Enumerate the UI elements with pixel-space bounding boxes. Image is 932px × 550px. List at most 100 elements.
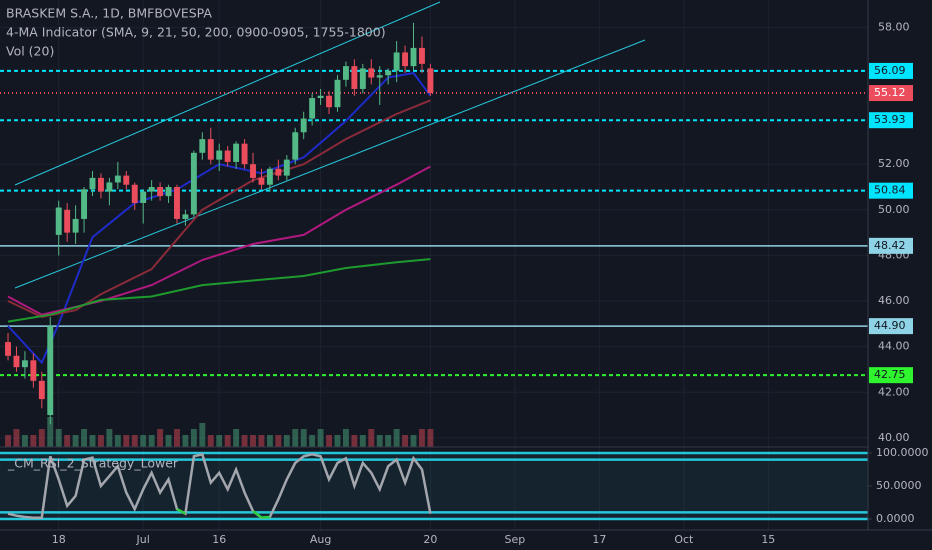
chart-title: BRASKEM S.A., 1D, BMFBOVESPA: [6, 6, 212, 21]
candle-body: [131, 184, 138, 203]
candle-body: [5, 342, 11, 356]
level-label-bg: [869, 112, 913, 129]
volume-bar: [275, 435, 282, 447]
volume-bar: [359, 435, 366, 447]
candle-body: [216, 150, 223, 160]
y-tick-label: 100.0000: [876, 446, 929, 459]
volume-bar: [241, 435, 248, 447]
candle-body: [47, 326, 54, 416]
candle-body: [157, 187, 164, 197]
volume-bar: [266, 435, 273, 447]
volume-bar: [342, 429, 349, 447]
candle-body: [38, 380, 45, 400]
level-label-bg: [869, 237, 913, 254]
volume-bar: [292, 429, 299, 447]
x-tick-label: Oct: [674, 533, 694, 546]
x-tick-label: Jul: [136, 533, 150, 546]
oscillator-line: [7, 452, 432, 519]
axes: 58.0052.0050.0048.0046.0044.0042.0040.00…: [52, 20, 929, 546]
candle-body: [190, 152, 197, 215]
candle-body: [81, 189, 88, 219]
candle-body: [182, 214, 189, 219]
volume-bar: [326, 435, 332, 447]
candle-body: [224, 150, 231, 162]
y-tick-label: 58.00: [878, 20, 910, 33]
candle-body: [419, 47, 425, 64]
volume-bar: [47, 417, 54, 447]
volume-bar: [131, 435, 138, 447]
candle-body: [114, 175, 121, 183]
x-tick-label: 20: [423, 533, 437, 546]
grid: [0, 0, 868, 530]
volume-bar: [283, 435, 290, 447]
candle-body: [351, 66, 358, 89]
volume-bar: [182, 435, 189, 447]
oscillator-oversold: [176, 507, 187, 515]
x-tick-label: Aug: [310, 533, 331, 546]
level-label-bg: [869, 85, 913, 102]
level-label: 53.93: [874, 113, 906, 126]
candle-body: [207, 139, 214, 160]
volume-bar: [376, 435, 383, 447]
volume-bar: [385, 435, 392, 447]
candle-body: [402, 52, 409, 67]
volume-bar: [250, 435, 256, 447]
x-tick-label: 18: [52, 533, 66, 546]
x-tick-label: Sep: [505, 533, 526, 546]
candle-body: [97, 177, 104, 192]
volume-bar: [199, 423, 206, 447]
candle-body: [317, 95, 324, 99]
volume-bar: [106, 429, 113, 447]
candle-body: [275, 168, 282, 176]
volume-bar: [410, 435, 417, 447]
oscillator-oversold: [261, 515, 271, 519]
y-tick-label: 50.00: [878, 203, 910, 216]
level-label: 44.90: [874, 319, 906, 332]
volume-bar: [334, 435, 341, 447]
candle-body: [376, 75, 383, 78]
volume-bar: [5, 435, 11, 447]
volume-bar: [317, 429, 324, 447]
candle-body: [89, 177, 96, 190]
volume-bar: [140, 435, 147, 447]
candle-body: [334, 79, 341, 108]
level-label: 42.75: [874, 368, 906, 381]
trend-line: [14, 39, 646, 289]
level-label-bg: [869, 318, 913, 335]
volume-bar: [72, 435, 79, 447]
candle-body: [106, 182, 113, 192]
y-tick-label: 44.00: [878, 340, 910, 353]
volume-bar: [216, 435, 223, 447]
volume-bar: [89, 435, 96, 447]
volume-bar: [38, 429, 45, 447]
volume-bar: [97, 435, 104, 447]
volume-title: Vol (20): [6, 44, 54, 59]
volume-bar: [81, 429, 88, 447]
volume-bar: [402, 435, 409, 447]
candle-body: [393, 52, 400, 71]
volume-bar: [233, 429, 240, 447]
level-label: 55.12: [874, 86, 906, 99]
level-label: 48.42: [874, 239, 906, 252]
candle-body: [148, 187, 155, 192]
candle-body: [342, 66, 349, 80]
y-tick-label: 40.00: [878, 431, 910, 444]
candle-body: [233, 143, 240, 162]
volume-bar: [207, 435, 214, 447]
volume-bar: [55, 429, 62, 447]
volume-bar: [309, 435, 316, 447]
level-label: 56.09: [874, 64, 906, 77]
candle-body: [359, 68, 366, 89]
volume-bar: [300, 429, 307, 447]
candle-body: [13, 355, 20, 368]
candle-body: [174, 187, 180, 219]
x-tick-label: 17: [592, 533, 606, 546]
candle-body: [427, 68, 434, 94]
ma-line: [7, 99, 431, 319]
plot: [0, 1, 868, 521]
candle-body: [410, 47, 417, 67]
candle-body: [64, 209, 71, 233]
volume-bar: [114, 435, 121, 447]
